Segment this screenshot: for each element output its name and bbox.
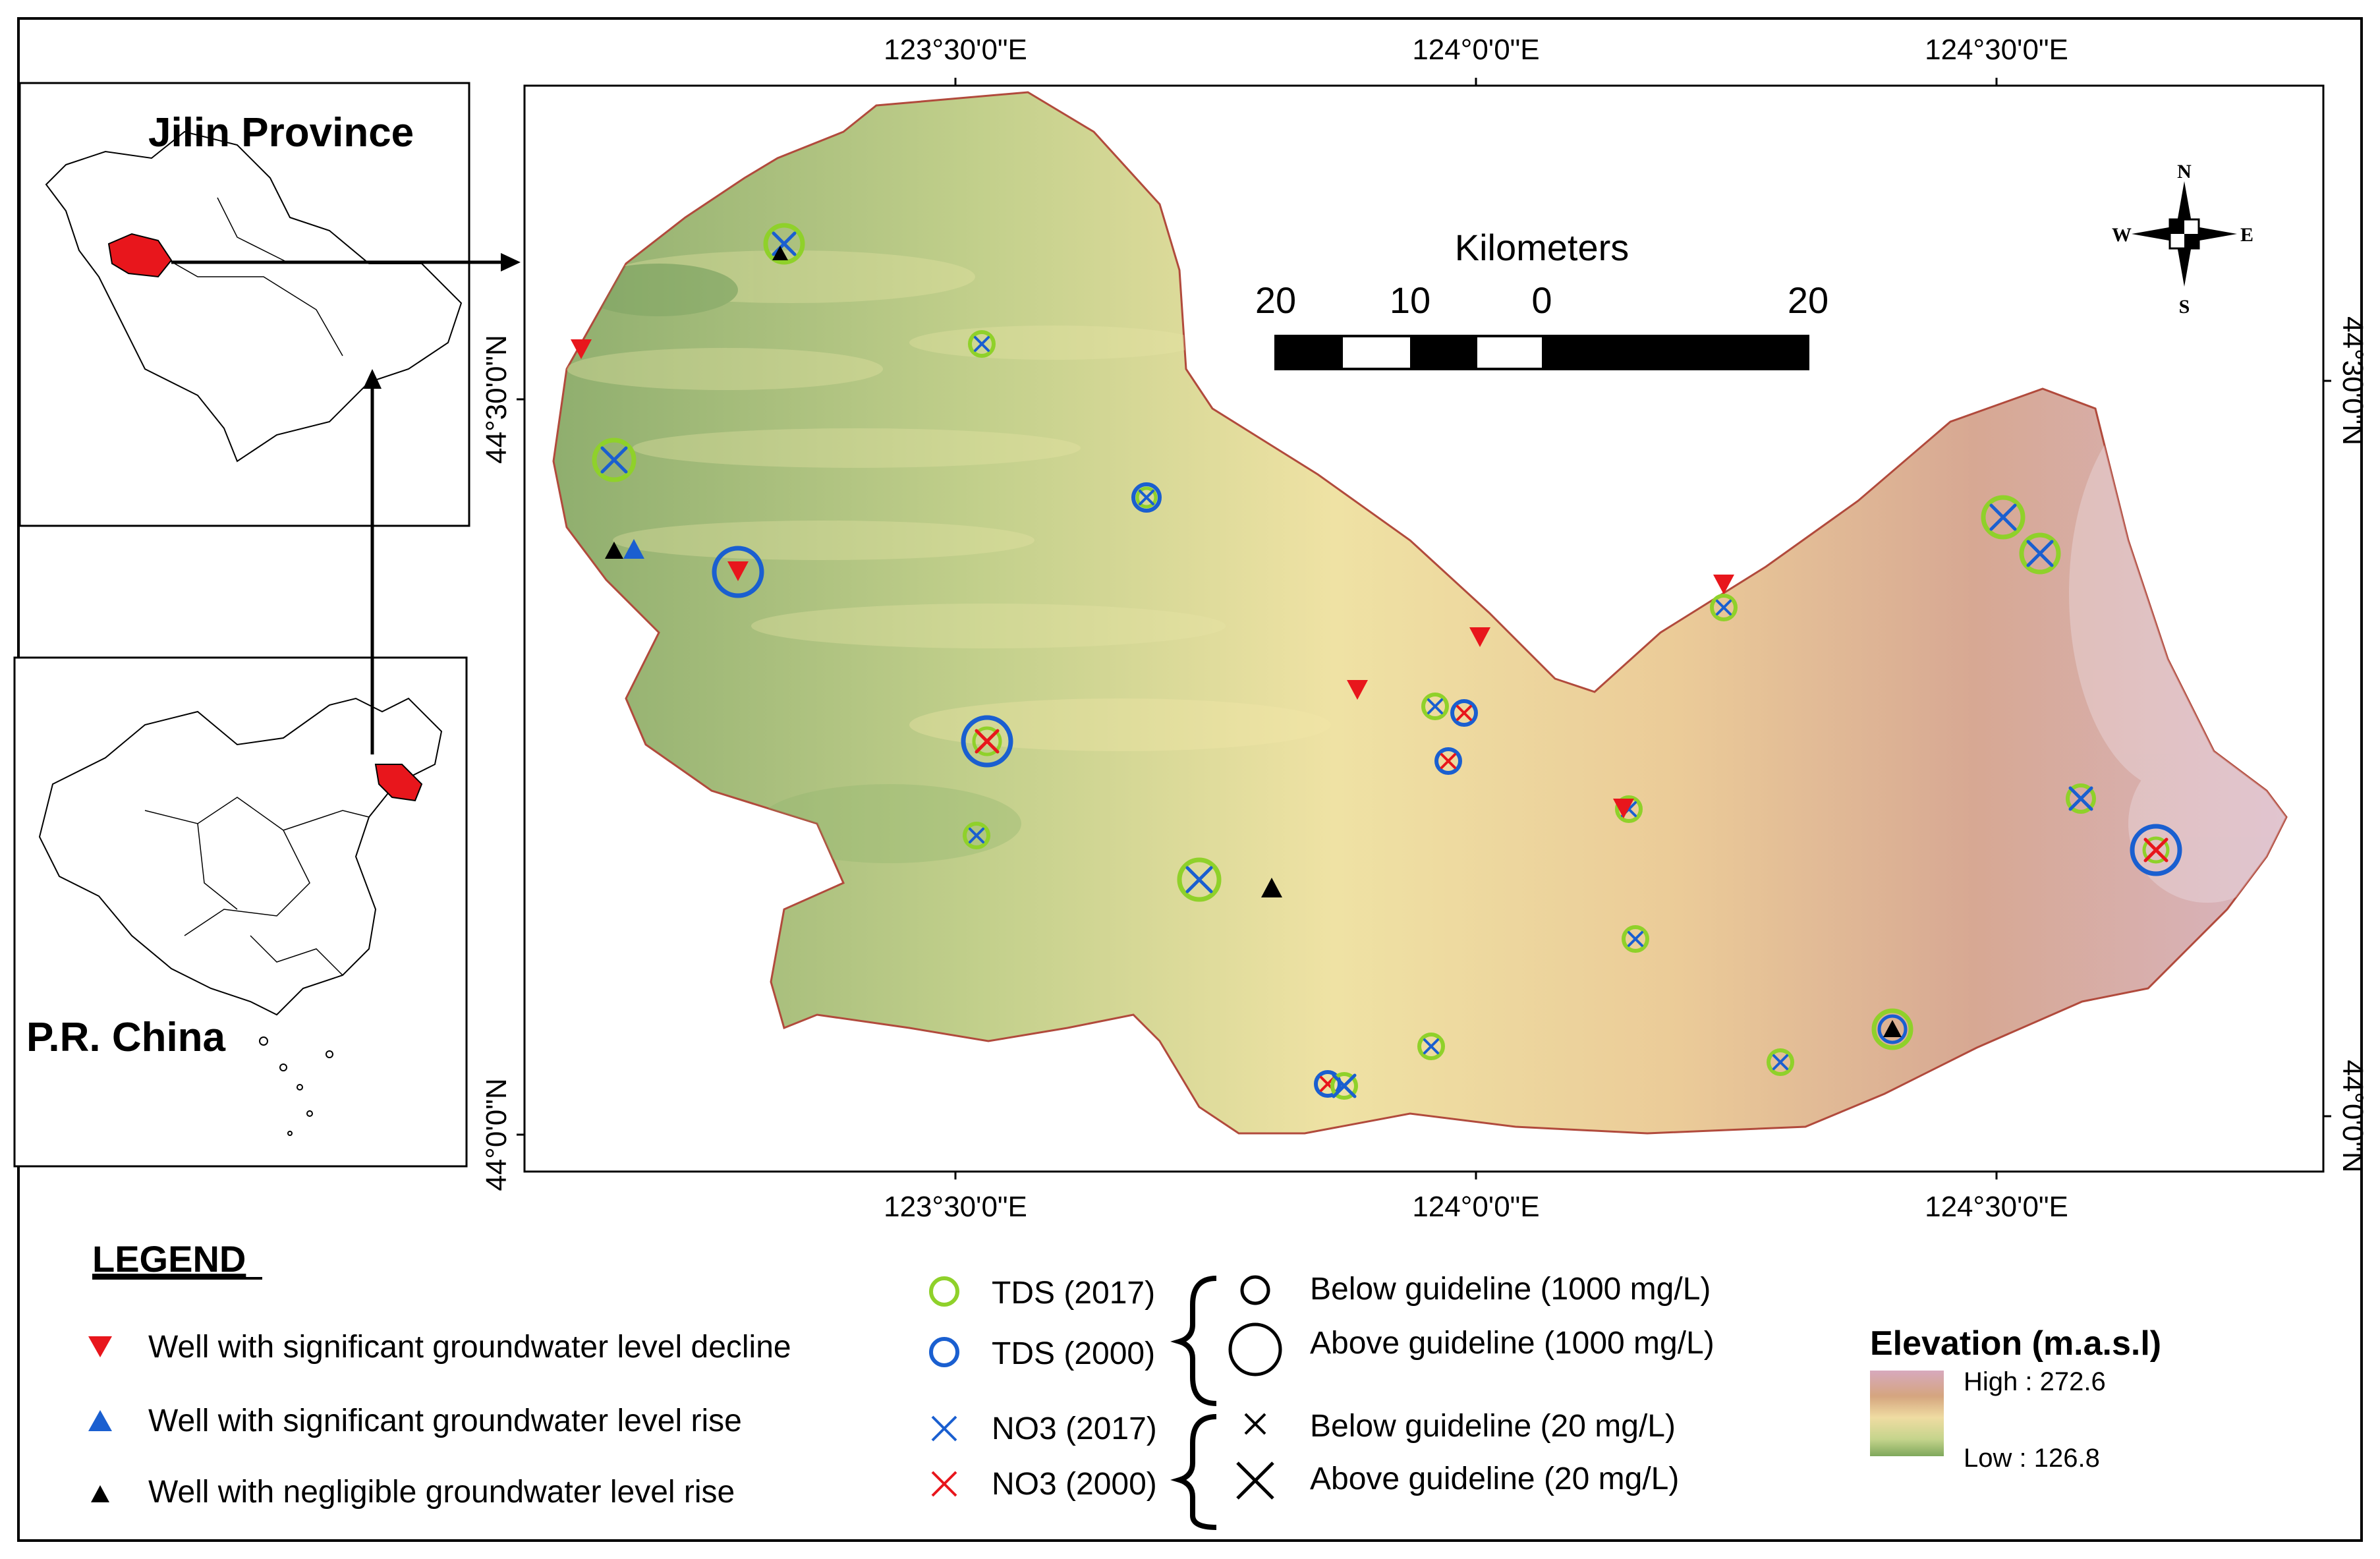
jilin-inset (18, 82, 521, 527)
legend-tds-above-symbol (1228, 1322, 1282, 1376)
lon-label-bottom-3: 124°30'0"E (1925, 1191, 2068, 1223)
well-negligible (605, 542, 623, 559)
north-arrow (2132, 181, 2237, 287)
well-decline (571, 339, 592, 359)
site-marker (1710, 594, 1738, 621)
lat-label-left-1: 44°30'0"N (480, 335, 513, 464)
legend-decline-label: Well with significant groundwater level … (148, 1330, 791, 1365)
legend-no3-2000-symbol (931, 1471, 957, 1497)
well-decline (1347, 680, 1368, 700)
site-marker (1421, 693, 1449, 720)
site-marker (2066, 783, 2096, 814)
china-title: P.R. China (26, 1015, 226, 1060)
lon-label-top-3: 124°30'0"E (1925, 34, 2068, 66)
elevation-title: Elevation (m.a.s.l) (1870, 1324, 2161, 1363)
scale-tick-2: 10 (1390, 279, 1431, 321)
site-marker (1417, 1033, 1445, 1060)
jilin-title: Jilin Province (148, 110, 414, 156)
scale-tick-1: 20 (1255, 279, 1296, 321)
legend-tds2000-label: TDS (2000) (992, 1336, 1155, 1371)
lon-label-bottom-1: 123°30'0"E (884, 1191, 1027, 1223)
legend-no3-above-symbol (1236, 1461, 1274, 1500)
site-marker (1450, 699, 1478, 727)
legend-tds2017-label: TDS (2017) (992, 1276, 1155, 1311)
lat-label-left-2: 44°0'0"N (480, 1078, 513, 1191)
site-marker (963, 822, 990, 849)
site-marker (1981, 495, 2026, 540)
site-marker (2019, 532, 2061, 575)
elevation-high-label: High : 272.6 (1964, 1367, 2106, 1396)
legend-tds2017-symbol (929, 1276, 959, 1307)
elevation-ramp (1870, 1371, 1944, 1456)
site-marker (968, 330, 996, 358)
well-negligible (772, 246, 788, 260)
legend-no3-below-symbol (1244, 1413, 1266, 1435)
legend-no3-below-label: Below guideline (20 mg/L) (1310, 1409, 1676, 1444)
well-decline (1713, 575, 1734, 594)
legend-decline-symbol (88, 1336, 112, 1357)
site-marker (712, 546, 764, 598)
legend-brace-no3 (1170, 1414, 1217, 1530)
east-label: E (2240, 224, 2253, 246)
legend-rise-label: Well with significant groundwater level … (148, 1403, 742, 1438)
china-outline (38, 697, 443, 1016)
legend-brace-tds (1170, 1276, 1217, 1406)
site-marker (763, 223, 805, 265)
graticule-ticks (517, 78, 2331, 1179)
lon-label-top-2: 124°0'0"E (1412, 34, 1539, 66)
legend-no3-above-label: Above guideline (20 mg/L) (1310, 1461, 1679, 1496)
legend-negligible-symbol (91, 1485, 109, 1502)
site-marker (1434, 747, 1462, 775)
legend-tds-below-label: Below guideline (1000 mg/L) (1310, 1272, 1711, 1307)
legend: LEGEND Well with significant groundwater… (88, 1238, 2161, 1530)
site-marker (961, 715, 1013, 768)
study-area-highlight-jilin (107, 233, 173, 278)
well-decline (1613, 799, 1634, 818)
south-label: S (2179, 296, 2190, 318)
legend-title: LEGEND (92, 1238, 246, 1280)
west-label: W (2112, 224, 2132, 246)
north-label: N (2177, 161, 2192, 183)
lon-label-bottom-2: 124°0'0"E (1412, 1191, 1539, 1223)
legend-no3-2017-symbol (931, 1415, 957, 1442)
site-marker (1177, 857, 1222, 902)
legend-tds-below-symbol (1240, 1275, 1270, 1305)
lon-label-top-1: 123°30'0"E (884, 34, 1027, 66)
legend-negligible-label: Well with negligible groundwater level r… (148, 1475, 735, 1510)
well-decline (727, 561, 749, 581)
site-marker (1871, 1008, 1913, 1050)
scale-tick-3: 0 (1531, 279, 1552, 321)
site-marker (592, 438, 637, 482)
legend-no3-2000-label: NO3 (2000) (992, 1467, 1157, 1502)
well-negligible (1883, 1020, 1902, 1037)
lat-label-right-1: 44°30'0"N (2337, 316, 2369, 445)
jilin-outline (45, 130, 463, 463)
legend-no3-2017-label: NO3 (2017) (992, 1411, 1157, 1446)
scale-bar: Kilometers 20 10 0 20 (1255, 227, 1828, 370)
scale-tick-4: 20 (1788, 279, 1828, 321)
well-negligible (1261, 878, 1282, 897)
site-marker (1131, 482, 1162, 513)
site-marker (1622, 925, 1649, 953)
site-marker (2130, 824, 2182, 876)
legend-rise-symbol (88, 1410, 112, 1431)
jilin-highlight-china (374, 764, 423, 802)
legend-tds-above-label: Above guideline (1000 mg/L) (1310, 1326, 1714, 1361)
elevation-low-label: Low : 126.8 (1964, 1444, 2100, 1473)
well-rise (623, 539, 644, 559)
scale-bar-title: Kilometers (1455, 227, 1629, 268)
well-decline (1469, 627, 1490, 647)
well-markers (571, 223, 2182, 1100)
site-marker (1767, 1048, 1794, 1076)
lat-label-right-2: 44°0'0"N (2337, 1060, 2369, 1172)
legend-tds2000-symbol (929, 1337, 959, 1367)
china-inset (13, 369, 468, 1168)
site-marker (1330, 1072, 1358, 1100)
